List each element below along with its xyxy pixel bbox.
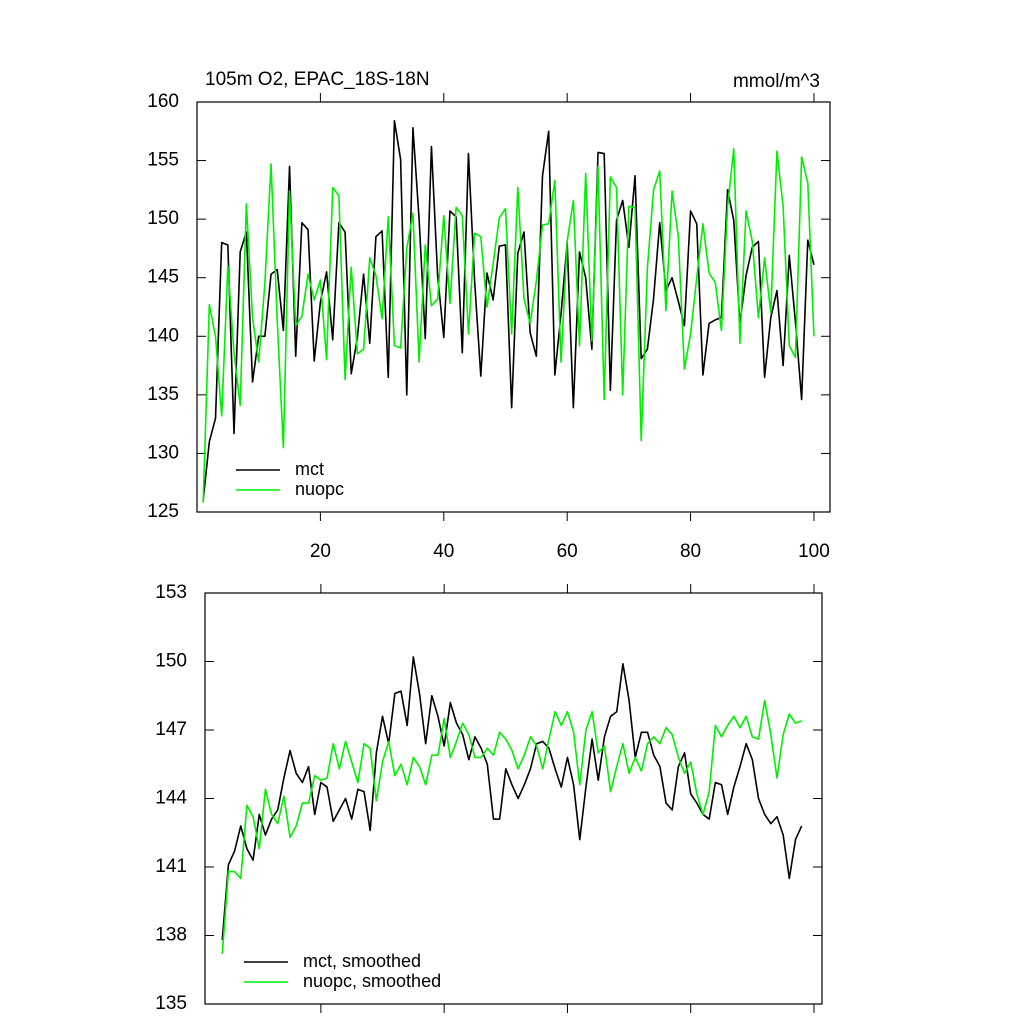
y-tick-label: 138 xyxy=(155,925,187,946)
y-tick-label: 155 xyxy=(147,150,179,171)
y-tick-label: 160 xyxy=(147,91,179,112)
y-tick-label: 150 xyxy=(147,208,179,229)
y-tick-label: 130 xyxy=(147,442,179,463)
y-tick-label: 141 xyxy=(155,856,187,877)
legend-label: mct xyxy=(295,459,324,479)
y-tick-label: 125 xyxy=(147,501,179,522)
chart-title: 105m O2, EPAC_18S-18N xyxy=(205,69,430,90)
y-tick-label: 150 xyxy=(155,651,187,672)
x-tick-label: 100 xyxy=(798,541,830,562)
y-tick-label: 153 xyxy=(155,582,187,603)
legend-label: mct, smoothed xyxy=(303,951,421,971)
y-tick-label: 135 xyxy=(155,993,187,1014)
series-line xyxy=(221,656,803,941)
x-tick-label: 40 xyxy=(433,541,454,562)
y-tick-label: 135 xyxy=(147,384,179,405)
series-line xyxy=(202,148,815,503)
units-label: mmol/m^3 xyxy=(733,71,820,92)
plot-frame xyxy=(196,101,831,513)
x-tick-label: 60 xyxy=(557,541,578,562)
plot-frame xyxy=(204,592,823,1005)
x-tick-label: 20 xyxy=(310,541,331,562)
y-tick-label: 145 xyxy=(147,267,179,288)
x-tick-label: 80 xyxy=(680,541,701,562)
legend-label: nuopc xyxy=(295,479,344,499)
y-tick-label: 147 xyxy=(155,719,187,740)
series-line xyxy=(202,119,815,501)
y-tick-label: 140 xyxy=(147,325,179,346)
y-tick-label: 144 xyxy=(155,788,187,809)
legend-label: nuopc, smoothed xyxy=(303,971,441,991)
series-line xyxy=(221,699,802,954)
